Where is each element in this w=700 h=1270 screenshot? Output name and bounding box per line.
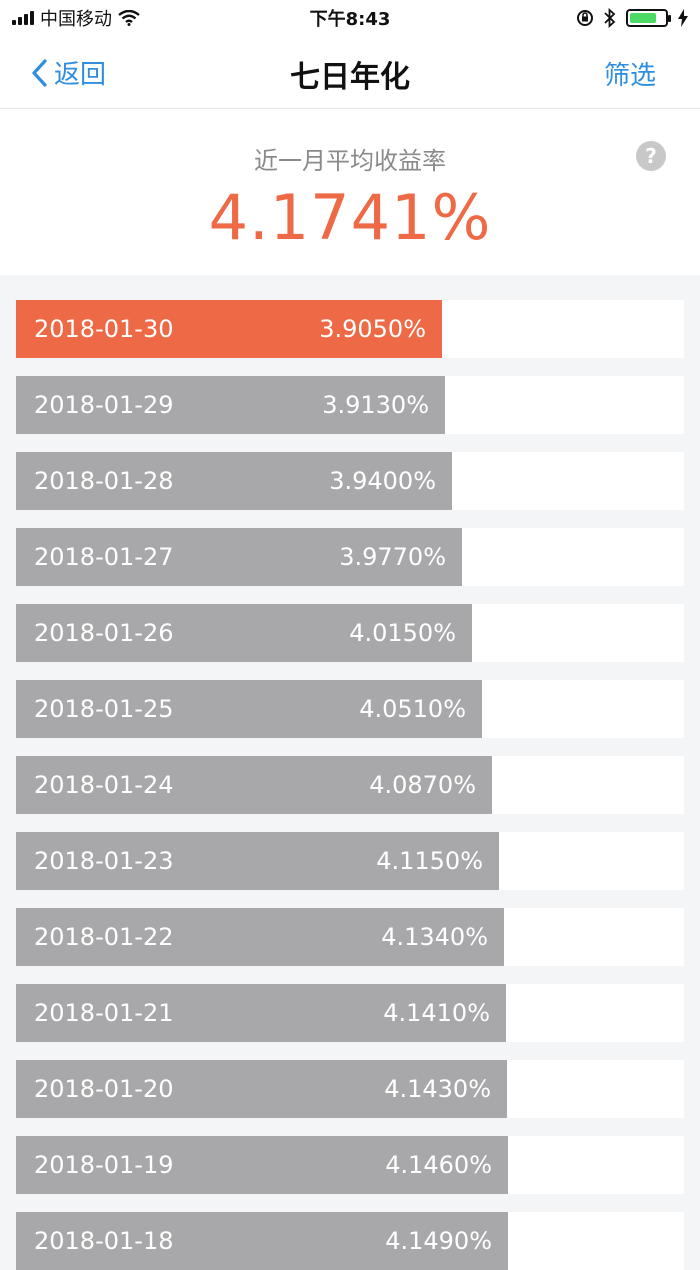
rate-bar: 2018-01-19 [16, 1136, 508, 1194]
rate-bar: 2018-01-26 [16, 604, 472, 662]
rate-row[interactable]: 2018-01-27 3.9770% [16, 528, 684, 586]
rate-bar: 2018-01-27 [16, 528, 462, 586]
row-date: 2018-01-27 [34, 543, 174, 571]
rate-bar: 2018-01-20 [16, 1060, 507, 1118]
rate-row[interactable]: 2018-01-24 4.0870% [16, 756, 684, 814]
rate-bar: 2018-01-23 [16, 832, 499, 890]
row-rate: 4.1340% [381, 923, 488, 951]
row-rate: 3.9130% [322, 391, 429, 419]
rate-row[interactable]: 2018-01-19 4.1460% [16, 1136, 684, 1194]
rate-row[interactable]: 2018-01-28 3.9400% [16, 452, 684, 510]
row-rate: 4.1410% [383, 999, 490, 1027]
row-rate: 4.1150% [376, 847, 483, 875]
chevron-left-icon [32, 58, 47, 87]
row-rate: 4.0150% [349, 619, 456, 647]
row-rate: 4.0870% [369, 771, 476, 799]
rate-bar: 2018-01-30 [16, 300, 442, 358]
row-date: 2018-01-28 [34, 467, 174, 495]
status-bar: 中国移动 下午8:43 [0, 0, 700, 36]
rate-bar: 2018-01-24 [16, 756, 492, 814]
battery-icon [626, 9, 671, 27]
row-rate: 4.0510% [359, 695, 466, 723]
charging-icon [678, 9, 688, 27]
bluetooth-icon [604, 8, 616, 28]
row-date: 2018-01-20 [34, 1075, 174, 1103]
rate-row[interactable]: 2018-01-18 4.1490% [16, 1212, 684, 1270]
rate-row[interactable]: 2018-01-22 4.1340% [16, 908, 684, 966]
row-date: 2018-01-29 [34, 391, 174, 419]
row-rate: 3.9400% [329, 467, 436, 495]
status-right [576, 8, 700, 28]
row-rate: 3.9770% [339, 543, 446, 571]
rate-row[interactable]: 2018-01-21 4.1410% [16, 984, 684, 1042]
rate-bar: 2018-01-22 [16, 908, 504, 966]
rate-row[interactable]: 2018-01-23 4.1150% [16, 832, 684, 890]
row-date: 2018-01-30 [34, 315, 174, 343]
wifi-icon [118, 10, 140, 26]
summary-label: 近一月平均收益率 [254, 147, 446, 175]
rate-row[interactable]: 2018-01-29 3.9130% [16, 376, 684, 434]
nav-bar: 返回 七日年化 筛选 [0, 36, 700, 109]
rate-bar: 2018-01-28 [16, 452, 452, 510]
row-date: 2018-01-21 [34, 999, 174, 1027]
row-date: 2018-01-26 [34, 619, 174, 647]
orientation-lock-icon [577, 10, 593, 26]
row-rate: 3.9050% [319, 315, 426, 343]
row-rate: 4.1430% [384, 1075, 491, 1103]
rate-bar: 2018-01-21 [16, 984, 506, 1042]
row-date: 2018-01-24 [34, 771, 174, 799]
rate-bar: 2018-01-29 [16, 376, 445, 434]
row-date: 2018-01-25 [34, 695, 174, 723]
rate-row[interactable]: 2018-01-25 4.0510% [16, 680, 684, 738]
rate-row[interactable]: 2018-01-30 3.9050% [16, 300, 684, 358]
row-rate: 4.1460% [385, 1151, 492, 1179]
rate-row[interactable]: 2018-01-26 4.0150% [16, 604, 684, 662]
row-date: 2018-01-23 [34, 847, 174, 875]
filter-button[interactable]: 筛选 [603, 61, 656, 91]
signal-icon [12, 11, 34, 25]
row-date: 2018-01-18 [34, 1227, 174, 1255]
summary-panel: 近一月平均收益率 4.1741% ? [0, 109, 700, 275]
carrier-label: 中国移动 [40, 9, 112, 30]
row-date: 2018-01-19 [34, 1151, 174, 1179]
help-icon[interactable]: ? [636, 141, 666, 171]
row-rate: 4.1490% [385, 1227, 492, 1255]
row-date: 2018-01-22 [34, 923, 174, 951]
back-button[interactable]: 返回 [30, 54, 106, 91]
page-title: 七日年化 [290, 60, 410, 95]
rate-row[interactable]: 2018-01-20 4.1430% [16, 1060, 684, 1118]
rate-bar: 2018-01-25 [16, 680, 482, 738]
back-label: 返回 [54, 60, 107, 90]
summary-value: 4.1741% [208, 181, 492, 254]
status-left: 中国移动 [0, 5, 140, 31]
